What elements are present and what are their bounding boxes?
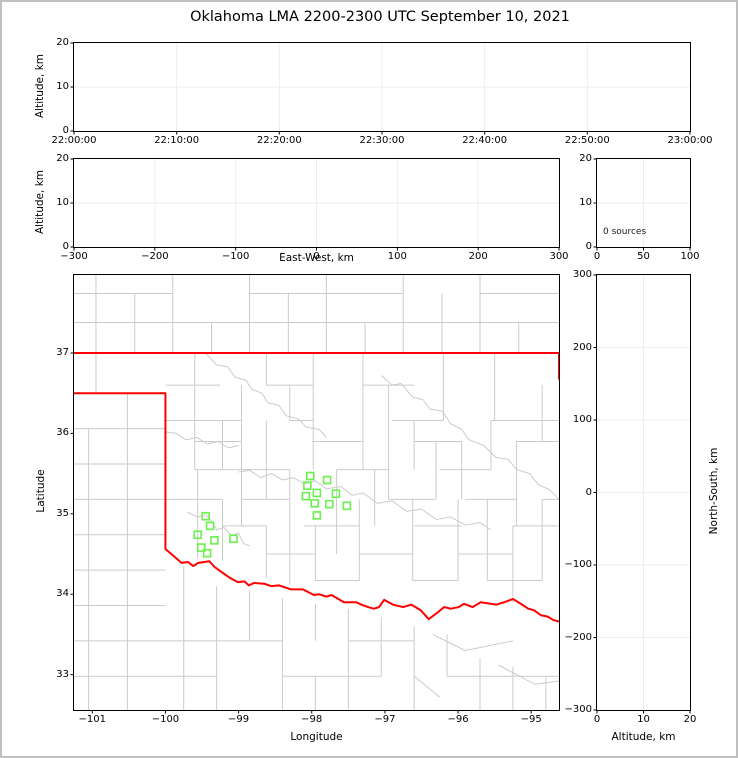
lma-station-marker [303,481,312,490]
lma-station-marker [310,499,319,508]
lma-station-marker [201,511,210,521]
county-river-line [432,633,514,651]
lma-station-marker [193,530,202,540]
x-tick-label: −99 [228,714,250,725]
y-tick-label: 200 [572,341,592,353]
lma-station-marker [305,471,315,481]
y-tick-label: 0 [585,241,592,252]
panel-plan-view-map [70,274,560,714]
y-tick-label: 36 [56,427,69,439]
ns-panel-x-axis-label: Altitude, km [611,731,676,743]
x-tick-label: 22:40:00 [462,135,508,146]
x-tick-label: 0 [313,251,320,262]
oklahoma-state-border [74,392,559,623]
x-tick-label: −100 [151,714,180,725]
ew-panel-x-axis-label: East-West, km [279,252,354,264]
y-tick-label: 35 [56,507,69,519]
y-tick-label: 37 [56,346,69,358]
lma-station-marker [342,501,352,511]
y-tick-label: −300 [564,704,592,715]
lma-station-marker [312,488,322,498]
north-south-altitude-plot-area [593,274,691,714]
x-tick-label: 300 [549,251,569,262]
county-river-line [413,675,441,698]
x-tick-label: 200 [468,251,488,262]
x-tick-label: 0 [593,251,601,262]
time-panel-y-axis-label: Altitude, km [34,54,46,119]
lma-station-marker [312,511,322,520]
county-river-line [205,352,327,438]
panel-altitude-vs-time [70,42,691,135]
x-tick-label: −100 [221,251,250,262]
x-tick-label: 22:20:00 [256,135,302,146]
panel-altitude-vs-east-west [70,158,560,251]
y-tick-label: 33 [56,668,69,680]
county-river-line [238,469,492,531]
y-tick-label: 10 [56,81,69,92]
ns-panel-y-axis-label: North-South, km [708,447,720,535]
county-river-line [498,664,559,685]
x-tick-label: 22:50:00 [564,135,610,146]
x-tick-label: 100 [680,251,700,262]
lma-station-marker [322,475,332,485]
altitude-time-plot-area [70,42,691,135]
x-tick-label: 23:00:00 [667,135,713,146]
y-tick-label: 10 [579,197,592,208]
panel-north-south-vs-altitude [593,274,691,714]
x-tick-label: 20 [683,714,697,725]
x-tick-label: −97 [374,714,396,725]
x-tick-label: −300 [60,251,88,262]
lma-station-marker [301,491,311,501]
lma-station-marker [325,499,334,509]
y-tick-label: 0 [62,241,69,252]
x-tick-label: 100 [387,251,407,262]
x-tick-label: 50 [637,251,650,262]
y-tick-label: 10 [56,197,69,208]
panel-source-histogram [593,158,691,251]
y-tick-label: 20 [56,153,69,164]
oklahoma-map-plot-area [70,275,559,714]
y-tick-label: 0 [585,486,592,498]
lma-station-marker [205,521,215,531]
x-tick-label: −96 [447,714,469,725]
ew-panel-y-axis-label: Altitude, km [34,170,46,235]
lma-station-marker [210,536,219,545]
map-layers [74,275,559,710]
lma-station-marker [331,489,341,499]
x-tick-label: 22:00:00 [51,135,97,146]
county-river-line [165,431,239,449]
oklahoma-state-border [74,351,559,380]
map-x-axis-label: Longitude [290,731,343,743]
x-tick-label: 22:30:00 [359,135,405,146]
x-tick-label: −101 [78,714,107,725]
plot-title: Oklahoma LMA 2200-2300 UTC September 10,… [190,9,570,25]
source-count-annotation: 0 sources [603,227,647,237]
y-tick-label: 20 [56,37,69,48]
y-tick-label: 300 [572,269,592,280]
county-river-line [380,375,559,500]
x-tick-label: −200 [141,251,169,262]
lma-station-marker [229,534,238,544]
y-tick-label: 20 [579,153,592,164]
x-tick-label: 22:10:00 [154,135,200,146]
altitude-east-west-plot-area [70,158,560,251]
lma-station-marker [202,548,212,558]
x-tick-label: −98 [301,714,323,725]
x-tick-label: 10 [637,714,650,725]
y-tick-label: 0 [62,125,69,136]
y-tick-label: −100 [564,559,592,570]
lma-station-marker [196,543,206,552]
source-histogram-plot-area [593,158,691,251]
y-tick-label: −200 [564,631,592,643]
y-tick-label: 34 [56,588,69,600]
map-y-axis-label: Latitude [35,469,47,513]
x-tick-label: −95 [520,714,542,725]
y-tick-label: 100 [572,414,592,425]
x-tick-label: 0 [593,714,601,725]
